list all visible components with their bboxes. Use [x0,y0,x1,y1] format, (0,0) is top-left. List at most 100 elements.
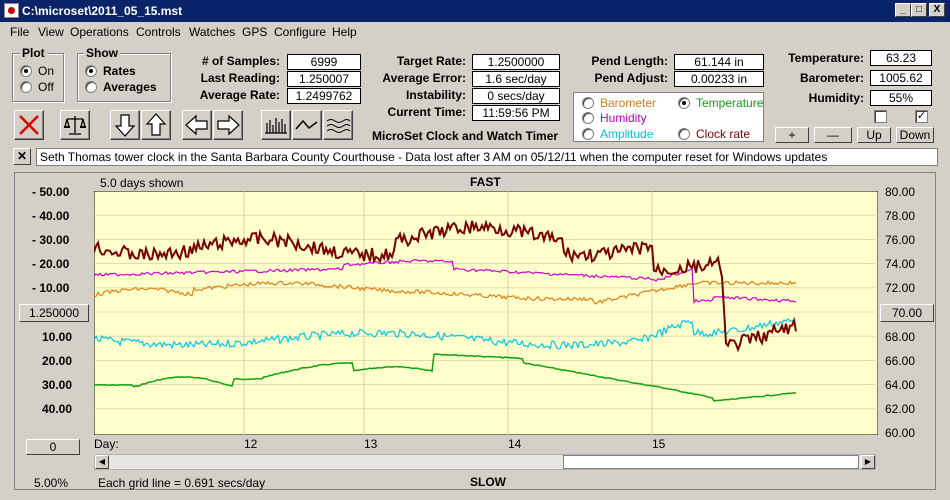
right-arrow-button[interactable] [213,110,243,140]
scale-up-button[interactable]: Up [857,127,891,143]
current-time-label: Current Time: [387,105,466,119]
line-chart-icon [295,119,318,130]
right-center-button[interactable]: 70.00 [880,304,934,322]
horizontal-scrollbar[interactable]: ◀ ▶ [94,454,876,470]
menu-operations[interactable]: Operations [70,25,129,39]
clear-note-button[interactable]: ✕ [13,148,31,165]
menu-file[interactable]: File [10,25,30,39]
temperature-label: Temperature: [788,51,864,65]
series-lines [94,219,797,402]
show-averages-radio[interactable] [85,81,97,93]
average-rate-field: 1.2499762 [287,88,361,104]
show-rates-radio[interactable] [85,65,97,77]
left-tick-label: - 30.00 [32,233,70,247]
scroll-left-arrow-icon[interactable]: ◀ [95,455,109,469]
close-window-button[interactable]: X [929,3,945,17]
show-group-title: Show [84,46,120,60]
humidity-radio-label: Humidity [600,111,647,125]
right-tick-label: 60.00 [885,426,916,440]
menu-help[interactable]: Help [332,25,357,39]
app-icon [4,3,19,18]
slow-label: SLOW [470,475,506,489]
barometer-label: Barometer: [799,71,864,85]
offset-button[interactable]: 0 [26,439,80,455]
clock-rate-radio[interactable] [678,128,690,140]
scale-plus-button[interactable]: + [775,127,809,143]
grid-note: Each grid line = 0.691 secs/day [98,476,266,490]
clock-rate-radio-label: Clock rate [696,127,751,141]
days-shown-label: 5.0 days shown [100,176,184,190]
target-rate-field[interactable]: 1.2500000 [472,54,560,70]
menu-gps[interactable]: GPS [242,25,268,39]
barometer-series [94,280,797,305]
stop-icon [19,115,39,135]
balance-button[interactable] [60,110,90,140]
chart-panel [14,172,936,490]
instability-field: 0 secs/day [472,88,560,104]
left-tick-label: 30.00 [42,378,73,392]
scale-down-button[interactable]: Down [896,127,934,143]
bars-view-button[interactable] [261,110,291,140]
scroll-right-arrow-icon[interactable]: ▶ [861,455,875,469]
timer-title: MicroSet Clock and Watch Timer [372,129,559,143]
left-tick-label: 10.00 [42,330,73,344]
menu-watches[interactable]: Watches [189,25,236,39]
wave-chart-icon [326,119,351,133]
center-rate-button[interactable]: 1.250000 [19,304,89,322]
left-tick-label: - 10.00 [32,281,70,295]
plot-group-title: Plot [20,46,47,60]
barometer-radio[interactable] [582,97,594,109]
menu-view[interactable]: View [38,25,64,39]
samples-label: # of Samples: [201,54,280,68]
minimize-button[interactable]: _ [895,3,911,17]
menu-controls[interactable]: Controls [136,25,181,39]
plot-on-radio[interactable] [20,65,32,77]
left-tick-label: - 40.00 [32,209,70,223]
arrow-right-icon [217,114,240,136]
day-tick-label: 12 [244,437,258,451]
sensor-select-box [573,92,764,142]
left-tick-label: - 50.00 [32,185,70,199]
plot-off-label: Off [38,80,54,94]
samples-field: 6999 [287,54,361,70]
average-rate-label: Average Rate: [199,88,280,102]
maximize-button[interactable]: □ [911,3,927,17]
stop-button[interactable] [14,110,44,140]
left-checkbox[interactable] [874,110,887,123]
humidity-field: 55% [870,90,932,106]
up-arrow-button[interactable] [141,110,171,140]
menu-configure[interactable]: Configure [274,25,327,39]
arrow-left-icon [185,114,208,136]
average-error-field: 1.6 sec/day [472,71,560,87]
last-reading-field: 1.250007 [287,71,361,87]
right-tick-label: 80.00 [885,185,916,199]
left-arrow-button[interactable] [182,110,212,140]
scroll-thumb[interactable] [563,455,859,469]
humidity-radio[interactable] [582,112,594,124]
temperature-radio[interactable] [678,97,690,109]
day-tick-label: 14 [508,437,522,451]
line-view-button[interactable] [292,110,322,140]
pend-length-label: Pend Length: [591,54,668,68]
right-tick-label: 64.00 [885,378,916,392]
plot-background [94,191,878,435]
wave-view-button[interactable] [323,110,353,140]
scale-minus-button[interactable]: — [814,127,852,143]
average-error-label: Average Error: [382,71,466,85]
show-group [77,53,171,102]
temperature-series [94,353,797,402]
note-field[interactable]: Seth Thomas tower clock in the Santa Bar… [36,148,938,166]
pend-adjust-label: Pend Adjust: [594,71,668,85]
menu-bar: File View Operations Controls Watches GP… [0,22,950,42]
right-checkbox[interactable]: ✓ [915,110,928,123]
amplitude-radio[interactable] [582,128,594,140]
target-rate-label: Target Rate: [396,54,466,68]
down-arrow-button[interactable] [110,110,140,140]
amplitude-series [94,317,797,350]
right-tick-label: 76.00 [885,233,916,247]
right-tick-label: 62.00 [885,402,916,416]
pend-length-field[interactable]: 61.144 in [674,54,764,70]
fast-label: FAST [470,175,501,189]
barometer-field: 1005.62 [870,70,932,86]
plot-off-radio[interactable] [20,81,32,93]
